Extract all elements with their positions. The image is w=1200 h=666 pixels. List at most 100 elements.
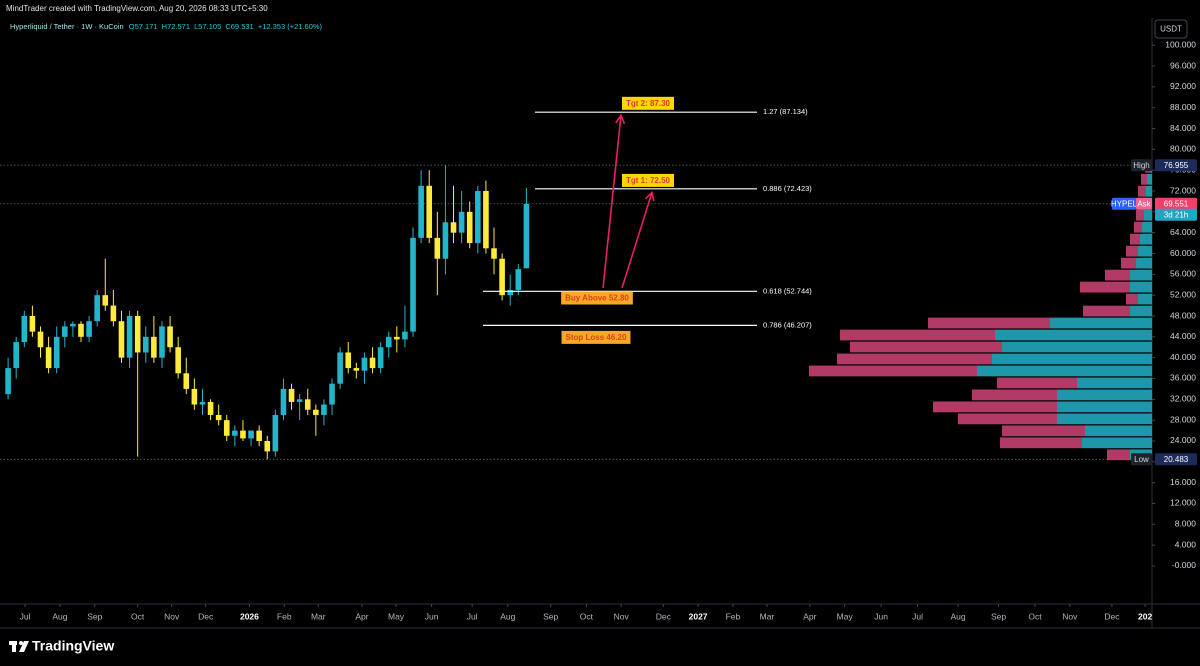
last-value-box [1155, 197, 1197, 210]
candle-body [232, 430, 238, 436]
candle-body [53, 336, 60, 369]
candle-body [288, 388, 295, 402]
candle-body [126, 316, 133, 358]
profile-buy-bar [1130, 305, 1152, 317]
candle-body [410, 237, 416, 332]
profile-sell-bar [1138, 185, 1146, 197]
x-tick-label: Apr [355, 611, 368, 621]
header-text: MindTrader created with TradingView.com,… [6, 4, 268, 13]
fib-label: 0.786 (46.207) [763, 320, 812, 329]
y-tick-label: 44.000 [1170, 331, 1196, 341]
y-tick-label: 12.000 [1170, 498, 1196, 508]
marker-text: Low [1134, 455, 1149, 464]
last-symbol: HYPEL [1111, 199, 1138, 208]
legend: Hyperliquid / Tether · 1W · KuCoin O57.1… [10, 22, 323, 31]
profile-buy-bar [1002, 341, 1152, 353]
candle-body [191, 388, 198, 405]
legend-prefix: H [162, 22, 167, 31]
profile-buy-bar [1144, 209, 1152, 221]
candle-body [450, 222, 457, 233]
y-tick-label: 36.000 [1170, 373, 1196, 383]
candle-body [45, 347, 52, 369]
candle-body [361, 357, 368, 371]
candle-body [199, 401, 206, 405]
x-tick-label: Sep [543, 611, 558, 621]
profile-buy-bar [1130, 269, 1152, 281]
logo-shape [19, 641, 23, 645]
y-tick-label: 28.000 [1170, 414, 1196, 424]
marker-value-box [1155, 159, 1197, 172]
legend-value: 69.531 [231, 22, 254, 31]
candle-body [256, 430, 262, 441]
y-tick-label: 64.000 [1170, 227, 1196, 237]
profile-buy-bar [1050, 317, 1152, 329]
y-tick-label: 32.000 [1170, 394, 1196, 404]
profile-buy-bar [1136, 257, 1152, 269]
x-tick-label: Dec [1104, 611, 1120, 621]
candle-body [483, 191, 489, 249]
x-tick-label: Mar [760, 611, 775, 621]
y-tick-label: 24.000 [1170, 435, 1196, 445]
y-tick-label: 80.000 [1170, 144, 1196, 154]
target-arrow [602, 115, 622, 289]
profile-sell-bar [809, 365, 977, 377]
profile-buy-bar [1130, 281, 1152, 293]
logo-shape [19, 641, 29, 652]
x-tick-label: Aug [52, 611, 67, 621]
y-tick-label: 52.000 [1170, 289, 1196, 299]
profile-sell-bar [933, 401, 1057, 413]
y-tick-label: 84.000 [1170, 123, 1196, 133]
last-side: Ask [1137, 199, 1151, 208]
last-side-box [1136, 197, 1152, 210]
currency-label[interactable]: USDT [1160, 25, 1182, 34]
legend-value: 57.171 [135, 22, 158, 31]
last-symbol-box [1112, 197, 1136, 210]
profile-sell-bar [1130, 233, 1140, 245]
x-tick-label: 202 [1138, 611, 1152, 621]
y-tick-label: 60.000 [1170, 248, 1196, 258]
last-countdown: 3d 21h [1164, 210, 1188, 219]
y-tick-label: 8.000 [1175, 519, 1197, 529]
currency-button[interactable] [1154, 19, 1188, 39]
legend-title: Hyperliquid / Tether · 1W · KuCoin [10, 22, 124, 31]
profile-buy-bar [995, 329, 1152, 341]
candle-body [102, 295, 109, 306]
candle-body [61, 326, 68, 337]
y-tick-label: 48.000 [1170, 310, 1196, 320]
x-tick-label: Nov [1062, 611, 1078, 621]
legend-value: 57.105 [198, 22, 221, 31]
candle-body [442, 222, 449, 259]
x-tick-label: Jul [20, 611, 31, 621]
candle-body [175, 347, 181, 374]
candle-body [207, 401, 214, 415]
profile-buy-bar [1142, 221, 1152, 233]
marker-value-box [1155, 453, 1197, 466]
candle-body [159, 326, 165, 358]
brand-logo [9, 641, 29, 652]
x-tick-label: Mar [311, 611, 326, 621]
x-tick-label: Jun [425, 611, 439, 621]
profile-sell-bar [1107, 449, 1130, 461]
x-tick-label: Sep [991, 611, 1006, 621]
annotation-box [561, 330, 631, 344]
candle-body [377, 347, 384, 369]
marker-value: 76.955 [1164, 161, 1189, 170]
y-tick-label: 92.000 [1170, 81, 1196, 91]
profile-sell-bar [1105, 269, 1130, 281]
profile-sell-bar [1080, 281, 1130, 293]
profile-sell-bar [958, 413, 1057, 425]
profile-sell-bar [1134, 221, 1142, 233]
profile-buy-bar [992, 353, 1152, 365]
candle-body [118, 321, 125, 358]
candle-body [21, 316, 28, 343]
x-tick-label: May [388, 611, 405, 621]
candle-body [29, 316, 36, 332]
candle-body [426, 185, 433, 238]
arrow-head [644, 190, 655, 202]
profile-sell-bar [928, 317, 1050, 329]
candle-body [240, 430, 246, 439]
annotation-box [621, 173, 675, 187]
y-tick-label: 4.000 [1175, 539, 1197, 549]
y-tick-label: 56.000 [1170, 269, 1196, 279]
